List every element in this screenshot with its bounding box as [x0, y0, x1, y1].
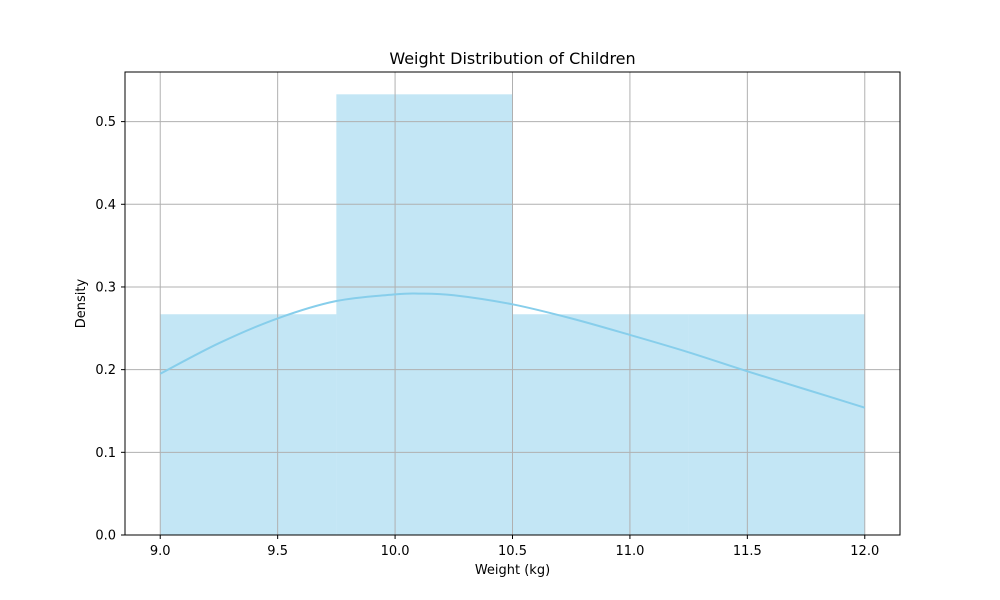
- x-tick-label: 11.5: [733, 544, 762, 559]
- y-tick-label: 0.2: [95, 363, 116, 378]
- histogram-bars: [160, 94, 865, 535]
- x-axis-ticks: 9.0 9.5 10.0 10.5 11.0 11.5 12.0: [150, 535, 879, 559]
- x-tick-label: 11.0: [615, 544, 644, 559]
- x-tick-label: 12.0: [850, 544, 879, 559]
- kde-curve-layer: [159, 292, 866, 409]
- y-tick-label: 0.3: [95, 280, 116, 295]
- y-axis-title: Density: [74, 278, 89, 328]
- histogram-bar: [512, 314, 689, 535]
- x-tick-label: 9.5: [267, 544, 288, 559]
- x-tick-label: 10.0: [381, 544, 410, 559]
- grid-lines: [125, 72, 900, 536]
- kde-curve: [159, 292, 866, 409]
- histogram-bar: [160, 314, 337, 535]
- y-tick-label: 0.1: [95, 446, 116, 461]
- histogram-bar: [688, 314, 865, 535]
- y-tick-label: 0.0: [95, 529, 116, 544]
- y-axis-ticks: 0.0 0.1 0.2 0.3 0.4 0.5: [95, 115, 125, 544]
- histogram-bar: [336, 94, 513, 535]
- y-tick-label: 0.5: [95, 115, 116, 130]
- x-tick-label: 10.5: [498, 544, 527, 559]
- chart-title: Weight Distribution of Children: [389, 49, 635, 68]
- x-axis-title: Weight (kg): [475, 563, 550, 578]
- x-tick-label: 9.0: [150, 544, 171, 559]
- y-tick-label: 0.4: [95, 198, 116, 213]
